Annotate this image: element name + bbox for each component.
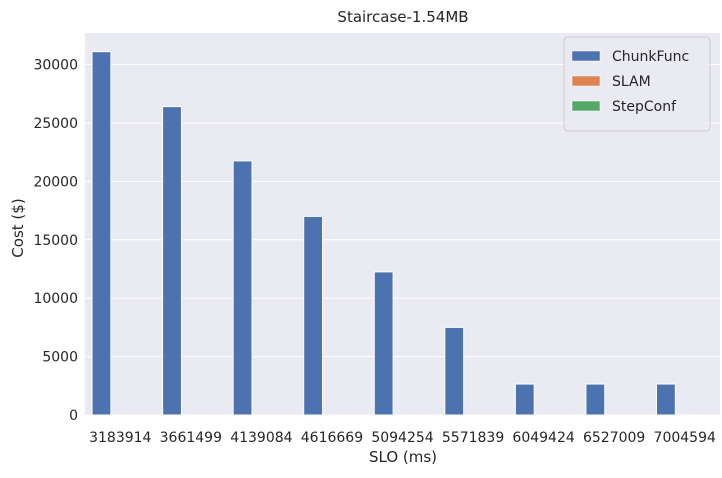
- bar-chunkfunc-3661499: [162, 106, 182, 416]
- x-tick-labels: 3183914 3661499 4139084 4616669 5094254 55718…: [89, 430, 716, 446]
- bar-chunkfunc-6049424: [514, 383, 535, 416]
- y-tick-label: 5000: [42, 350, 78, 366]
- y-tick-label: 30000: [33, 58, 78, 74]
- x-tick-label: 3661499: [160, 430, 222, 446]
- x-tick-label: 4616669: [301, 430, 363, 446]
- legend-swatch-slam: [571, 75, 601, 87]
- legend-label-slam: SLAM: [612, 74, 651, 90]
- x-tick-label: 4139084: [230, 430, 292, 446]
- x-axis-label: SLO (ms): [369, 448, 437, 466]
- bar-chunkfunc-5094254: [373, 271, 394, 416]
- bar-chunkfunc-6527009: [585, 383, 606, 416]
- y-tick-label: 0: [69, 408, 78, 424]
- y-tick-label: 10000: [33, 291, 78, 307]
- legend-swatch-chunkfunc: [571, 50, 601, 62]
- x-tick-label: 7004594: [654, 430, 716, 446]
- bar-chunkfunc-4616669: [303, 215, 324, 416]
- legend-label-chunkfunc: ChunkFunc: [612, 49, 689, 65]
- x-tick-label: 6049424: [512, 430, 574, 446]
- y-axis-label: Cost ($): [9, 198, 27, 257]
- legend-box: [563, 36, 711, 132]
- bar-chunkfunc-5571839: [444, 326, 465, 416]
- legend-label-stepconf: StepConf: [612, 99, 677, 115]
- x-tick-label: 3183914: [89, 430, 151, 446]
- bar-chunkfunc-7004594: [656, 383, 676, 416]
- legend: ChunkFunc SLAM StepConf: [563, 36, 711, 132]
- legend-swatch-stepconf: [571, 100, 601, 112]
- chart-title: Staircase-1.54MB: [337, 8, 468, 26]
- x-tick-label: 6527009: [583, 430, 645, 446]
- bars: [91, 51, 676, 416]
- y-tick-label: 20000: [33, 174, 78, 190]
- x-tick-label: 5571839: [442, 430, 504, 446]
- y-tick-label: 25000: [33, 116, 78, 132]
- bar-chunkfunc-3183914: [91, 51, 112, 416]
- x-tick-label: 5094254: [371, 430, 433, 446]
- y-tick-label: 15000: [33, 233, 78, 249]
- bar-chunkfunc-4139084: [232, 160, 253, 416]
- y-tick-labels: 0 5000 10000 15000 20000 25000 30000: [33, 58, 78, 424]
